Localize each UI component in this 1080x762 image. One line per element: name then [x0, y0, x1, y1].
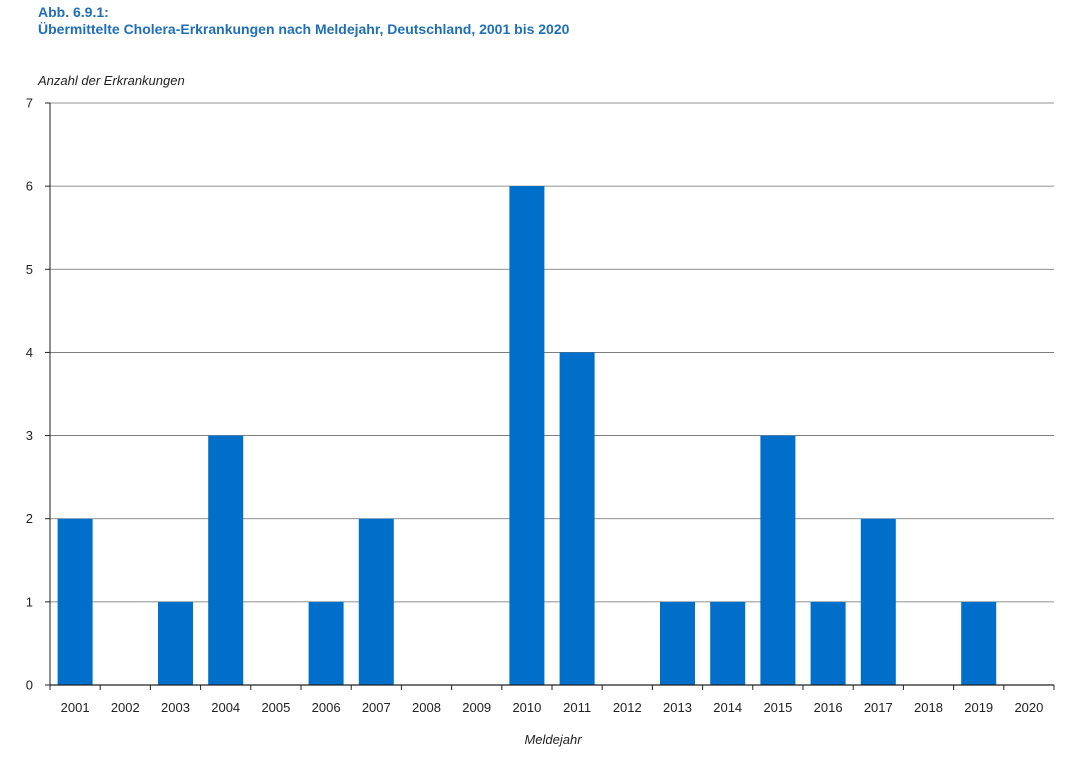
- x-tick-label: 2003: [161, 700, 190, 715]
- x-tick-label: 2013: [663, 700, 692, 715]
- y-tick-label: 3: [26, 428, 33, 443]
- chart-title: Übermittelte Cholera-Erkrankungen nach M…: [38, 21, 570, 37]
- x-tick-label: 2020: [1014, 700, 1043, 715]
- grid-lines: [50, 102, 1054, 603]
- y-tick-label: 2: [26, 511, 33, 526]
- bar-2014: [710, 601, 746, 685]
- axes: [45, 102, 1055, 690]
- bar-2017: [860, 518, 896, 685]
- y-tick-label: 5: [26, 262, 33, 277]
- x-tick-label: 2014: [713, 700, 742, 715]
- x-axis-label: Meldejahr: [524, 732, 582, 747]
- x-tick-labels: 2001 2002 2003 2004 2005 2006 2007 2008 2009 2010…: [61, 700, 1044, 715]
- x-tick-label: 2017: [864, 700, 893, 715]
- x-tick-label: 2001: [61, 700, 90, 715]
- y-tick-label: 0: [26, 678, 33, 693]
- x-tick-label: 2007: [362, 700, 391, 715]
- x-tick-label: 2008: [412, 700, 441, 715]
- x-tick-label: 2002: [111, 700, 140, 715]
- x-tick-label: 2005: [261, 700, 290, 715]
- y-tick-labels: 0 1 2 3 4 5 6 7: [26, 96, 33, 693]
- bar-2001: [57, 518, 93, 685]
- x-tick-label: 2018: [914, 700, 943, 715]
- x-tick-label: 2009: [462, 700, 491, 715]
- x-tick-label: 2012: [613, 700, 642, 715]
- bar-2016: [810, 601, 846, 685]
- y-axis-label: Anzahl der Erkrankungen: [37, 73, 185, 88]
- bar-2004: [208, 435, 244, 685]
- x-tick-label: 2010: [512, 700, 541, 715]
- bar-2003: [158, 601, 193, 685]
- bar-2006: [308, 601, 344, 685]
- bar-2015: [760, 435, 796, 685]
- bars: [57, 186, 997, 685]
- y-tick-label: 1: [26, 594, 33, 609]
- x-tick-label: 2011: [563, 700, 591, 715]
- x-tick-label: 2015: [763, 700, 792, 715]
- bar-2019: [961, 601, 997, 685]
- x-tick-label: 2006: [312, 700, 341, 715]
- bar-2013: [660, 601, 695, 685]
- bar-2010: [509, 186, 545, 685]
- bar-2007: [358, 518, 394, 685]
- x-tick-label: 2019: [964, 700, 993, 715]
- figure-number: Abb. 6.9.1:: [38, 4, 109, 20]
- x-tick-label: 2004: [211, 700, 240, 715]
- figure-header: Abb. 6.9.1: Übermittelte Cholera-Erkrank…: [38, 4, 569, 38]
- x-tick-label: 2016: [814, 700, 843, 715]
- y-tick-label: 6: [26, 179, 33, 194]
- bar-2011: [559, 352, 595, 685]
- y-tick-label: 4: [26, 345, 33, 360]
- y-tick-label: 7: [26, 96, 33, 111]
